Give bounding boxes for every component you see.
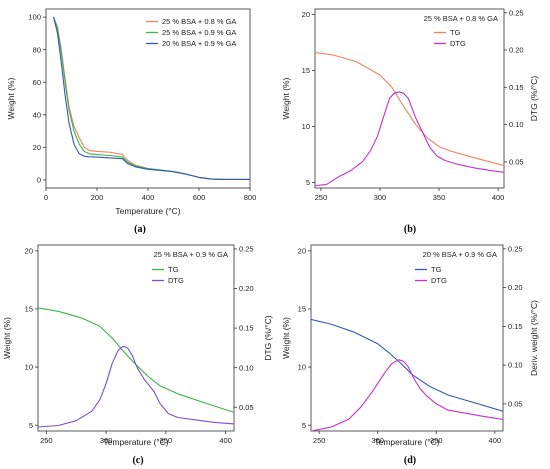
series-group (311, 318, 503, 431)
y-tick-label: 20 (298, 246, 306, 255)
chart-panel-d: 250 300 350 400 5 10 15 20 0.05 0.10 0.15 0.20 0.25 T… (281, 244, 539, 466)
x-tick-label: 400 (219, 436, 232, 445)
y2-axis-label: DTG (%/°C) (529, 76, 539, 122)
chart-title: 25 % BSA + 0.9 % GA (154, 250, 228, 259)
series-line-tg (311, 318, 503, 412)
x-tick-label: 200 (91, 193, 104, 202)
legend-label: 25 % BSA + 0.9 % GA (162, 28, 236, 37)
y2-tick-label: 0.15 (239, 324, 254, 333)
x-tick-label: 250 (313, 436, 326, 445)
legend-label: TG (168, 265, 179, 274)
y-tick-label: 5 (302, 421, 306, 430)
panel-label: (c) (132, 455, 143, 466)
y-tick-label: 20 (33, 143, 41, 152)
legend-label: DTG (168, 276, 184, 285)
x-tick-label: 400 (142, 193, 155, 202)
y-tick-label: 10 (298, 363, 306, 372)
y2-tick-label: 0.25 (239, 245, 254, 254)
x-tick-label: 400 (492, 193, 505, 202)
y-tick-label: 60 (33, 78, 41, 87)
series-group (38, 307, 234, 428)
legend-label: 20 % BSA + 0.9 % GA (162, 39, 236, 48)
y-axis-label: Weight (%) (6, 77, 16, 119)
x-tick-label: 250 (315, 193, 328, 202)
y2-tick-label: 0.20 (239, 284, 254, 293)
y-tick-label: 80 (33, 45, 41, 54)
series-line-dtg (311, 359, 503, 431)
y2-tick-label: 0.15 (509, 83, 524, 92)
series-line-dtg (315, 91, 504, 187)
y2-tick-label: 0.10 (508, 361, 523, 370)
series-line-dtg (38, 345, 234, 428)
y-tick-label: 20 (302, 10, 310, 19)
plot-frame (314, 8, 505, 189)
y2-tick-label: 0.20 (509, 46, 524, 55)
x-tick-label: 300 (100, 436, 113, 445)
y-tick-label: 15 (25, 305, 33, 314)
legend-label: DTG (450, 39, 466, 48)
x-tick-label: 0 (44, 193, 48, 202)
chart-panel-a: 0 200 400 600 800 0 20 40 60 80 100 Temperature (°C… (6, 8, 257, 235)
chart-panel-c: 250 300 350 400 5 10 15 20 0.05 0.10 0.15 0.20 0.25 T… (2, 245, 273, 466)
y-axis-label: Weight (%) (281, 317, 291, 359)
x-tick-label: 250 (40, 436, 53, 445)
series-line-20-bsa-0-9-ga (53, 16, 250, 180)
y2-tick-label: 0.20 (508, 283, 523, 292)
series-group (315, 52, 504, 187)
y-tick-label: 10 (302, 122, 310, 131)
legend-label: TG (431, 265, 442, 274)
y-tick-label: 40 (33, 110, 41, 119)
y2-axis-label: DTG (%/°C) (263, 315, 273, 361)
y-tick-label: 5 (29, 421, 33, 430)
x-tick-label: 400 (489, 436, 502, 445)
x-tick-label: 800 (244, 193, 257, 202)
y2-tick-label: 0.05 (508, 399, 523, 408)
y-axis-label: Weight (%) (281, 77, 291, 119)
x-axis-label: Temperature (°C) (374, 437, 439, 447)
y2-tick-label: 0.25 (509, 8, 524, 17)
y2-tick-label: 0.05 (509, 157, 524, 166)
legend-label: 25 % BSA + 0.8 % GA (162, 17, 236, 26)
y2-axis-label: Deriv. weight (%/°C) (529, 300, 539, 376)
series-group (53, 16, 250, 180)
y2-tick-label: 0.10 (509, 120, 524, 129)
x-tick-label: 600 (193, 193, 206, 202)
panel-label: (a) (134, 224, 146, 235)
plot-frame (37, 244, 235, 432)
y-tick-label: 15 (302, 66, 310, 75)
panel-label: (d) (404, 455, 416, 466)
x-tick-label: 350 (430, 436, 443, 445)
x-tick-label: 350 (160, 436, 173, 445)
y-tick-label: 10 (25, 363, 33, 372)
y2-tick-label: 0.25 (508, 244, 523, 253)
chart-title: 25 % BSA + 0.8 % GA (424, 14, 498, 23)
x-tick-label: 350 (433, 193, 446, 202)
y-tick-label: 5 (306, 178, 310, 187)
x-tick-label: 300 (374, 193, 387, 202)
chart-title: 20 % BSA + 0.9 % GA (423, 250, 497, 259)
panel-label: (b) (404, 224, 416, 235)
legend-label: TG (450, 28, 461, 37)
y2-tick-label: 0.10 (239, 363, 254, 372)
y-tick-label: 15 (298, 305, 306, 314)
plot-frame (310, 244, 504, 432)
x-axis-label: Temperature (°C) (115, 206, 180, 216)
y-axis-label: Weight (%) (2, 317, 12, 359)
y-tick-label: 20 (25, 246, 33, 255)
x-tick-label: 300 (371, 436, 384, 445)
y2-tick-label: 0.15 (508, 322, 523, 331)
series-line-tg (315, 52, 504, 167)
chart-panel-b: 250 300 350 400 5 10 15 20 0.05 0.10 0.15 0.20 0.25 W… (281, 8, 539, 235)
series-line-tg (38, 307, 234, 413)
y-tick-label: 0 (37, 175, 41, 184)
x-axis-label: Temperature (°C) (103, 437, 168, 447)
y2-tick-label: 0.05 (239, 403, 254, 412)
y-tick-label: 100 (28, 13, 41, 22)
legend-label: DTG (431, 276, 447, 285)
